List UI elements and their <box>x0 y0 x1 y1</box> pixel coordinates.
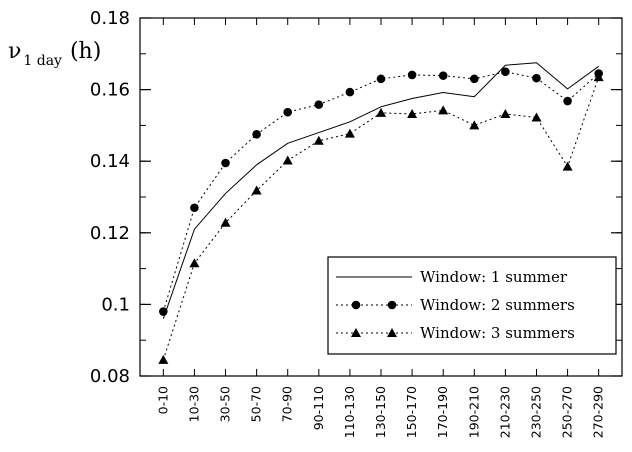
y-axis-label-suffix: (h) <box>70 39 101 64</box>
data-point <box>531 112 542 122</box>
data-point <box>469 120 480 130</box>
data-point <box>283 107 293 117</box>
legend-marker <box>351 328 361 337</box>
data-point <box>376 74 386 84</box>
y-tick-label: 0.12 <box>90 223 130 244</box>
data-point <box>220 217 231 227</box>
legend-label: Window: 2 summers <box>420 296 575 314</box>
legend-marker <box>351 300 361 310</box>
y-axis-label-symbol: ν <box>8 39 21 64</box>
data-point <box>252 130 261 139</box>
legend-marker <box>387 300 397 310</box>
x-tick-label: 170-190 <box>435 386 450 438</box>
legend-item: Window: 2 summers <box>336 296 575 314</box>
x-tick-label: 230-250 <box>528 386 543 438</box>
x-tick-label: 10-30 <box>186 386 201 422</box>
data-point <box>189 258 200 268</box>
x-tick-label: 250-270 <box>560 386 575 438</box>
data-point <box>313 135 324 145</box>
data-point <box>438 71 448 80</box>
series-2 <box>159 67 603 316</box>
data-point <box>190 203 199 213</box>
data-point <box>345 87 355 97</box>
data-point <box>221 158 230 168</box>
x-tick-label: 210-230 <box>497 386 512 438</box>
data-point <box>438 105 449 115</box>
data-point <box>562 161 573 171</box>
x-tick-label: 110-130 <box>342 386 357 438</box>
x-axis-ticks: 0-10 10-30 30-50 50-70 70-90 90-110 110-130 130… <box>155 18 606 438</box>
x-tick-label: 190-210 <box>466 386 481 438</box>
data-point <box>407 108 418 118</box>
data-point <box>376 107 386 117</box>
series-3 <box>158 72 604 364</box>
series-line <box>162 71 600 312</box>
y-tick-label: 0.14 <box>90 151 130 172</box>
data-point <box>501 67 510 76</box>
y-tick-label: 0.08 <box>90 366 130 387</box>
legend: Window: 1 summer Window: 2 summers Window:… <box>327 256 617 355</box>
data-point <box>593 72 604 82</box>
data-point <box>469 74 479 84</box>
data-point <box>159 307 168 316</box>
y-axis-ticks: 0.08 0.1 0.12 0.14 0.16 0.18 <box>90 8 622 387</box>
x-tick-label: 0-10 <box>155 386 170 414</box>
data-point <box>314 100 324 109</box>
series-1 <box>162 62 599 319</box>
y-tick-label: 0.18 <box>90 8 130 29</box>
x-tick-label: 130-150 <box>373 386 388 438</box>
legend-label: Window: 3 summers <box>420 324 575 342</box>
legend-label: Window: 1 summer <box>420 268 568 286</box>
y-tick-label: 0.16 <box>90 80 130 101</box>
x-tick-label: 270-290 <box>591 386 606 438</box>
data-point <box>532 73 541 83</box>
x-tick-label: 90-110 <box>311 386 326 430</box>
data-point <box>282 155 293 165</box>
data-point <box>563 96 572 106</box>
x-tick-label: 150-170 <box>404 386 419 438</box>
legend-item: Window: 3 summers <box>336 324 575 342</box>
data-point <box>158 354 169 364</box>
series-line <box>162 62 599 319</box>
x-tick-label: 50-70 <box>249 386 264 422</box>
data-point <box>251 185 262 195</box>
y-axis-label-subscript: 1 day <box>23 53 62 69</box>
y-tick-label: 0.1 <box>101 294 130 315</box>
x-tick-label: 30-50 <box>218 386 233 422</box>
data-series <box>158 62 604 364</box>
data-point <box>500 108 511 118</box>
x-tick-label: 70-90 <box>280 386 295 422</box>
data-point <box>407 70 417 80</box>
legend-marker <box>387 328 397 337</box>
legend-item: Window: 1 summer <box>336 268 568 286</box>
data-point <box>344 128 355 138</box>
